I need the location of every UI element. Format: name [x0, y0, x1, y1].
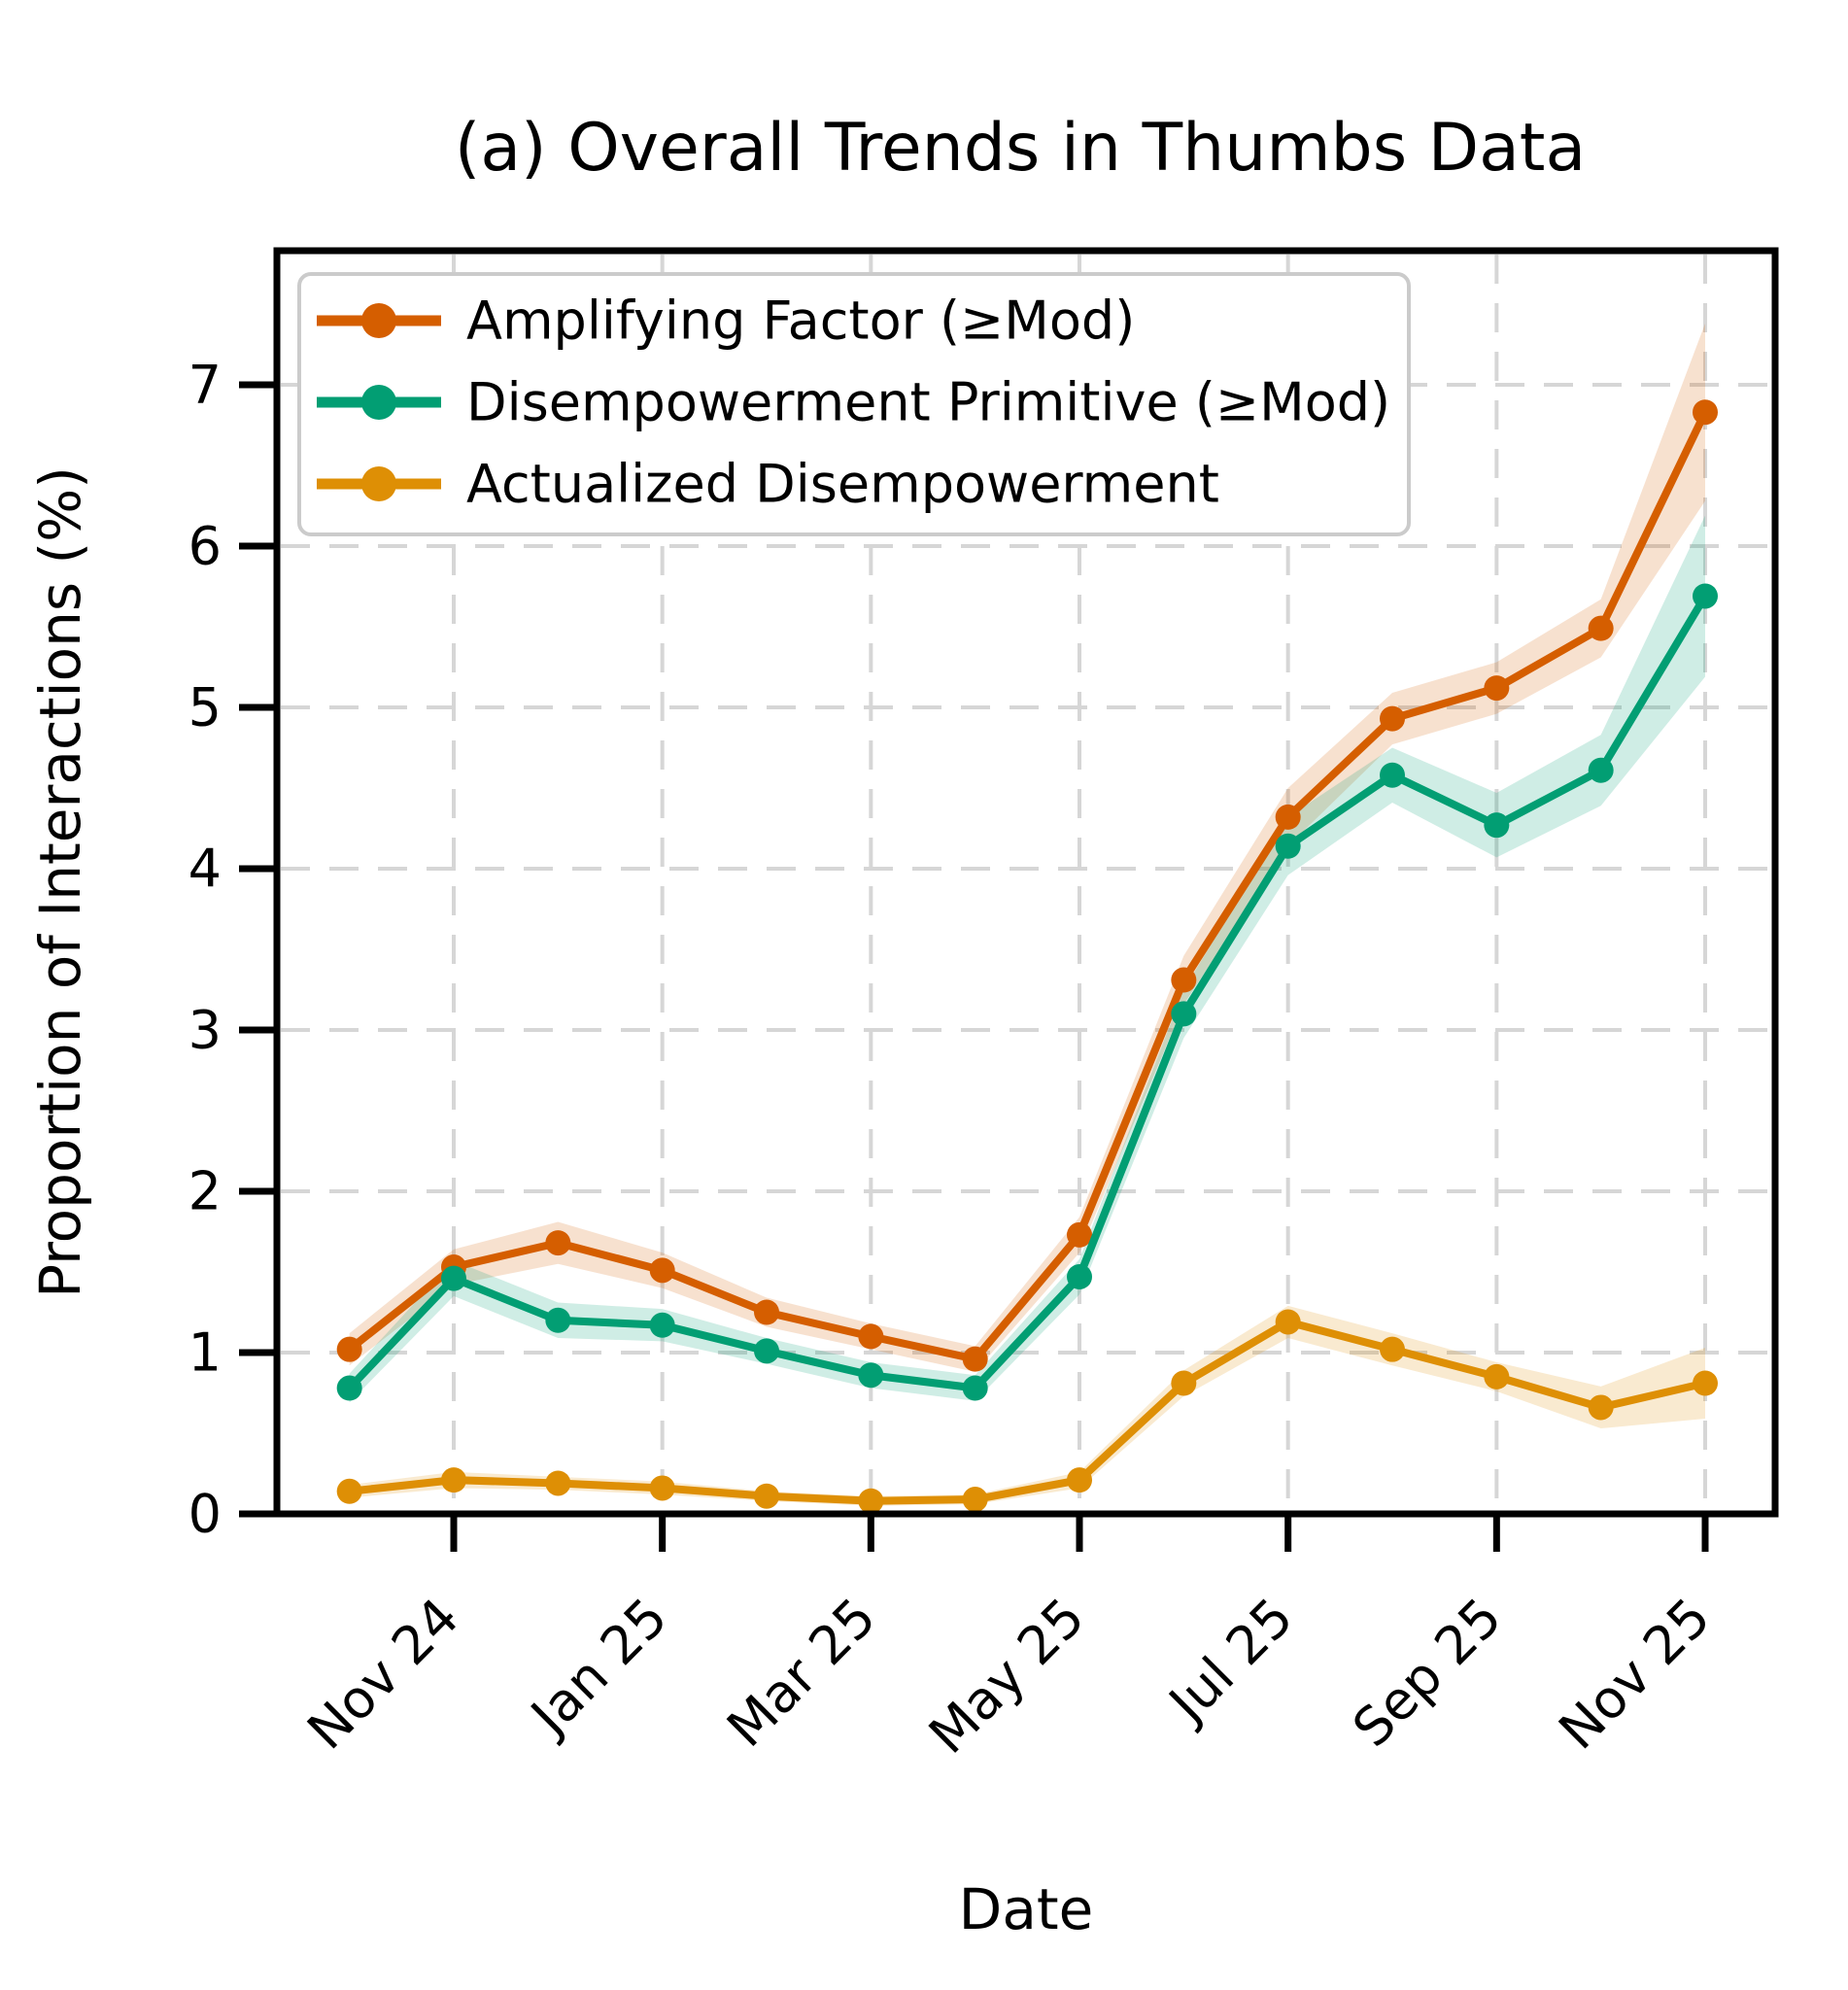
- data-point-2-9: [1275, 1309, 1301, 1335]
- data-point-2-8: [1171, 1370, 1197, 1396]
- series-line-2: [345, 1318, 1709, 1505]
- data-point-0-3: [649, 1257, 675, 1284]
- legend-entry: Actualized Disempowerment: [317, 454, 1219, 515]
- data-point-2-5: [858, 1488, 884, 1514]
- legend-label-amplifying-factor: Amplifying Factor (≥Mod): [466, 291, 1135, 352]
- data-point-1-12: [1588, 757, 1614, 783]
- legend-label-disempowerment-primitive: Disempowerment Primitive (≥Mod): [466, 372, 1390, 433]
- legend-box: [297, 272, 1411, 536]
- data-point-0-13: [1693, 399, 1718, 426]
- y-tick-label: 4: [188, 839, 222, 900]
- x-tick-label: Jul 25: [1155, 1587, 1304, 1735]
- confidence-band-1: [349, 515, 1706, 1403]
- data-point-2-0: [336, 1478, 362, 1504]
- y-tick-label: 0: [188, 1484, 222, 1545]
- legend-swatch-dot-0: [361, 303, 396, 338]
- data-point-0-6: [962, 1346, 988, 1372]
- data-point-2-10: [1380, 1336, 1405, 1362]
- data-point-0-11: [1484, 675, 1510, 702]
- x-axis-label: Date: [959, 1876, 1094, 1942]
- data-point-1-5: [858, 1362, 884, 1389]
- legend-swatch-dot-1: [361, 385, 396, 420]
- series-line-0: [345, 408, 1709, 1363]
- x-tick-label: Mar 25: [715, 1587, 887, 1759]
- data-point-2-6: [962, 1487, 988, 1513]
- data-point-1-7: [1067, 1263, 1092, 1289]
- data-point-0-12: [1588, 615, 1614, 641]
- x-tick-label: Nov 24: [295, 1587, 470, 1762]
- data-point-0-9: [1275, 804, 1301, 830]
- legend-swatch-dot-2: [361, 466, 396, 501]
- y-tick-label: 6: [188, 516, 222, 577]
- chart-title: (a) Overall Trends in Thumbs Data: [455, 110, 1586, 187]
- series-layer: [336, 399, 1718, 1514]
- legend-label-actualized-disempowerment: Actualized Disempowerment: [466, 454, 1219, 515]
- legend-entry: Disempowerment Primitive (≥Mod): [317, 372, 1390, 433]
- data-point-2-3: [649, 1475, 675, 1501]
- data-point-2-11: [1484, 1363, 1510, 1390]
- data-point-2-4: [754, 1483, 779, 1509]
- confidence-band-2: [349, 1305, 1706, 1506]
- data-point-2-13: [1693, 1370, 1718, 1396]
- x-tick-label: Jan 25: [518, 1587, 679, 1748]
- data-point-0-4: [754, 1299, 779, 1325]
- data-point-0-8: [1171, 967, 1197, 993]
- y-tick-label: 2: [188, 1161, 222, 1222]
- data-point-0-2: [545, 1230, 571, 1256]
- data-point-1-1: [441, 1265, 466, 1291]
- y-axis-label: Proportion of Interactions (%): [27, 466, 93, 1298]
- data-point-1-4: [754, 1338, 779, 1364]
- data-point-1-6: [962, 1375, 988, 1401]
- data-point-0-5: [858, 1323, 884, 1350]
- data-point-1-3: [649, 1312, 675, 1338]
- y-tick-label: 7: [188, 355, 222, 416]
- data-point-2-12: [1588, 1394, 1614, 1421]
- plot-border: [273, 247, 1779, 1518]
- x-tick-label: May 25: [917, 1587, 1096, 1766]
- x-tick-label: Nov 25: [1547, 1587, 1722, 1762]
- confidence-band-layer: [349, 323, 1706, 1506]
- confidence-band-0: [349, 323, 1706, 1372]
- tick-layer: [239, 381, 1709, 1552]
- data-point-2-1: [441, 1467, 466, 1493]
- data-point-2-7: [1067, 1467, 1092, 1493]
- data-point-1-8: [1171, 1001, 1197, 1027]
- y-tick-label: 3: [188, 1000, 222, 1061]
- x-tick-label: Sep 25: [1341, 1587, 1513, 1759]
- data-point-0-10: [1380, 705, 1405, 732]
- legend-entry: Amplifying Factor (≥Mod): [317, 291, 1135, 352]
- tick-label-layer: 0 1 2 3 4 5 6 7 Nov 24 Jan 25 Mar 25 May 25 Jul 25 Se…: [188, 355, 1723, 1766]
- data-point-1-0: [336, 1375, 362, 1401]
- y-tick-label: 5: [188, 677, 222, 738]
- data-point-1-11: [1484, 812, 1510, 839]
- series-line-1: [345, 592, 1709, 1392]
- legend: Amplifying Factor (≥Mod) Disempowerment …: [297, 272, 1411, 536]
- data-point-2-2: [545, 1470, 571, 1496]
- data-point-0-0: [336, 1336, 362, 1362]
- data-point-1-9: [1275, 833, 1301, 859]
- data-point-1-10: [1380, 762, 1405, 788]
- data-point-0-7: [1067, 1221, 1092, 1248]
- data-point-1-2: [545, 1307, 571, 1333]
- data-point-1-13: [1693, 583, 1718, 609]
- y-tick-label: 1: [188, 1322, 222, 1384]
